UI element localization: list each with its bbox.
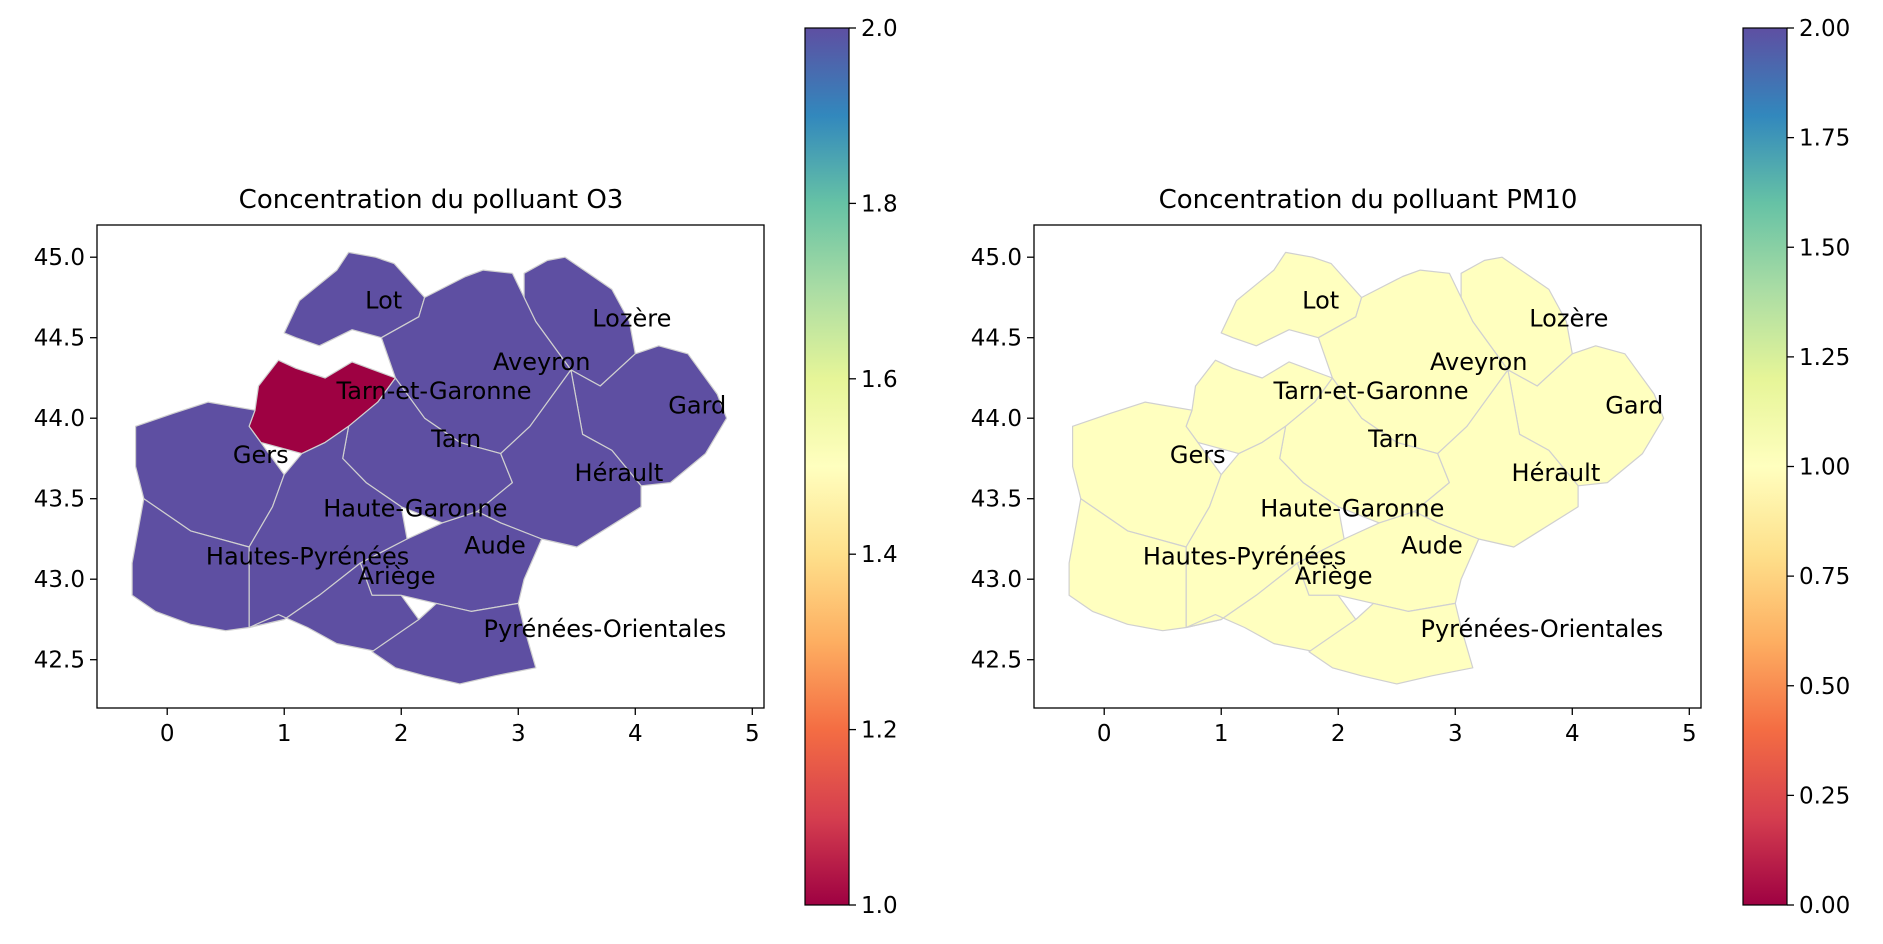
department-label: Hérault	[575, 459, 664, 487]
y-tick-label: 44.5	[34, 326, 85, 352]
department-label: Pyrénées-Orientales	[1420, 615, 1663, 643]
y-tick-label: 43.5	[34, 487, 85, 513]
colorbar-tick-label: 1.2	[861, 718, 898, 744]
department-label: Tarn-et-Garonne	[336, 377, 532, 405]
department-label: Lozère	[592, 304, 671, 332]
department-hautes-pyrenees	[1068, 498, 1187, 632]
y-axis: 42.5 43.0 43.5 44.0 44.5 45.0	[34, 245, 97, 674]
department-ariege	[248, 562, 420, 653]
department-label: Aude	[464, 531, 526, 559]
x-tick-label: 0	[1097, 721, 1112, 747]
departments-layer	[131, 251, 728, 685]
colorbar-tick-label: 0.25	[1799, 783, 1850, 809]
department-pyrenees-orientales	[1308, 602, 1474, 685]
department-label: Gard	[1605, 391, 1663, 419]
x-tick-label: 4	[628, 721, 643, 747]
colorbar-pm10: 0.00 0.25 0.50 0.75 1.00 1.25 1.50 1.75 2.00	[1742, 16, 1850, 919]
x-tick-label: 5	[745, 721, 760, 747]
department-label: Aveyron	[493, 348, 590, 376]
department-ariege	[1185, 562, 1357, 653]
department-label: Tarn-et-Garonne	[1273, 377, 1469, 405]
map-axes-frame	[1033, 224, 1702, 709]
y-tick-label: 42.5	[34, 648, 85, 674]
map-panel-pm10: Concentration du polluant PM10 Lot Lozère…	[971, 185, 1702, 747]
x-tick-label: 2	[1331, 721, 1346, 747]
department-label: Pyrénées-Orientales	[483, 615, 726, 643]
y-axis: 42.5 43.0 43.5 44.0 44.5 45.0	[971, 245, 1034, 674]
department-label: Lot	[1302, 287, 1339, 315]
department-label: Haute-Garonne	[323, 494, 507, 522]
department-label: Lot	[365, 287, 402, 315]
colorbar-gradient	[804, 27, 850, 906]
colorbar-gradient	[1742, 27, 1788, 906]
department-label: Haute-Garonne	[1260, 494, 1444, 522]
department-label: Hautes-Pyrénées	[206, 543, 409, 571]
colorbar-tick-label: 1.75	[1799, 126, 1850, 152]
map-title: Concentration du polluant O3	[239, 185, 624, 215]
colorbar-tick-label: 0.50	[1799, 674, 1850, 700]
x-tick-label: 1	[1214, 721, 1229, 747]
department-pyrenees-orientales	[371, 602, 537, 685]
map-title: Concentration du polluant PM10	[1159, 185, 1578, 215]
colorbar-tick-label: 2.00	[1799, 16, 1850, 42]
y-tick-label: 44.0	[971, 406, 1022, 432]
colorbar-o3: 1.0 1.2 1.4 1.6 1.8 2.0	[804, 16, 898, 919]
departments-layer	[1068, 251, 1665, 685]
colorbar-tick-label: 0.75	[1799, 564, 1850, 590]
colorbar-tick-label: 1.25	[1799, 345, 1850, 371]
y-tick-label: 45.0	[34, 245, 85, 271]
y-tick-label: 43.5	[971, 487, 1022, 513]
colorbar-tick-label: 0.00	[1799, 893, 1850, 919]
y-tick-label: 45.0	[971, 245, 1022, 271]
y-tick-label: 44.0	[34, 406, 85, 432]
y-tick-label: 43.0	[971, 567, 1022, 593]
y-tick-label: 42.5	[971, 648, 1022, 674]
colorbar-tick-label: 1.8	[861, 191, 898, 217]
x-tick-label: 3	[1448, 721, 1463, 747]
colorbar-tick-label: 2.0	[861, 16, 898, 42]
department-label: Tarn	[430, 425, 481, 453]
colorbar-tick-label: 1.6	[861, 367, 898, 393]
department-label: Ariège	[1295, 562, 1373, 590]
department-label: Ariège	[358, 562, 436, 590]
colorbar-tick-label: 1.0	[861, 893, 898, 919]
department-label: Gard	[668, 391, 726, 419]
department-label: Lozère	[1529, 304, 1608, 332]
department-label: Gers	[1170, 441, 1226, 469]
x-axis: 0 1 2 3 4 5	[1097, 708, 1697, 747]
department-label: Tarn	[1367, 425, 1418, 453]
department-label: Hérault	[1512, 459, 1601, 487]
y-tick-label: 44.5	[971, 326, 1022, 352]
department-hautes-pyrenees	[131, 498, 250, 632]
y-tick-label: 43.0	[34, 567, 85, 593]
x-tick-label: 2	[394, 721, 409, 747]
x-tick-label: 1	[277, 721, 292, 747]
x-tick-label: 0	[160, 721, 175, 747]
x-tick-label: 4	[1565, 721, 1580, 747]
colorbar-tick-label: 1.4	[861, 542, 898, 568]
department-label: Aveyron	[1430, 348, 1527, 376]
x-tick-label: 5	[1682, 721, 1697, 747]
colorbar-tick-label: 1.50	[1799, 235, 1850, 261]
x-tick-label: 3	[511, 721, 526, 747]
map-panel-o3: Concentration du polluant O3 Lot LozèreAv…	[34, 185, 765, 747]
colorbar-tick-label: 1.00	[1799, 455, 1850, 481]
x-axis: 0 1 2 3 4 5	[160, 708, 760, 747]
department-label: Gers	[233, 441, 289, 469]
department-label: Hautes-Pyrénées	[1143, 543, 1346, 571]
map-axes-frame	[96, 224, 765, 709]
department-label: Aude	[1401, 531, 1463, 559]
